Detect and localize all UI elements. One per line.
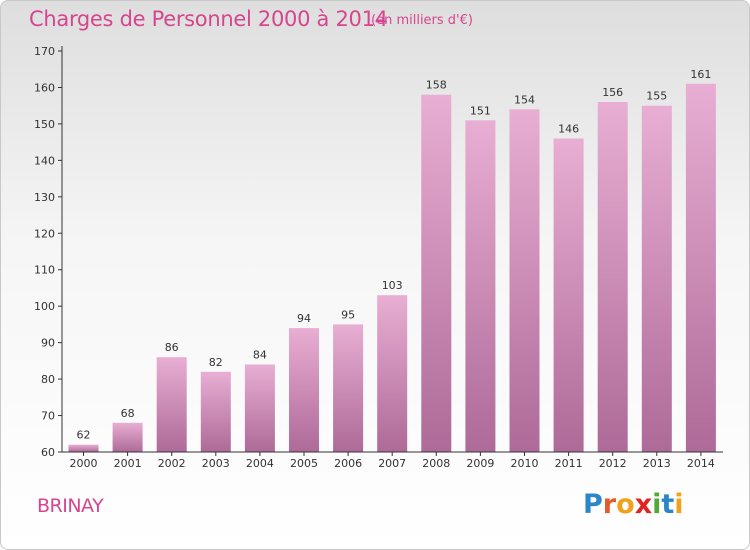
bar-2004 xyxy=(244,364,275,452)
y-tick-label-140: 140 xyxy=(34,154,55,167)
bar-2002 xyxy=(156,357,187,452)
bar-2008 xyxy=(421,94,452,452)
bar-2014 xyxy=(685,83,716,453)
logo-letter: o xyxy=(616,489,635,520)
y-tick-label-100: 100 xyxy=(34,300,55,313)
value-label-2007: 103 xyxy=(382,279,403,292)
x-tick-label-2008: 2008 xyxy=(422,457,450,470)
bar-2001 xyxy=(112,422,143,452)
x-tick-label-2007: 2007 xyxy=(378,457,406,470)
bar-2006 xyxy=(333,324,364,452)
proxiti-logo[interactable]: Proxiti xyxy=(583,489,684,520)
logo-letter: r xyxy=(602,489,617,520)
x-tick-label-2009: 2009 xyxy=(466,457,494,470)
value-label-2011: 146 xyxy=(558,123,579,136)
x-tick-label-2006: 2006 xyxy=(334,457,362,470)
value-label-2004: 84 xyxy=(253,349,267,362)
place-name: BRINAY xyxy=(37,495,104,517)
logo-letter: i xyxy=(652,489,662,520)
value-label-2002: 86 xyxy=(165,341,179,354)
y-tick-label-150: 150 xyxy=(34,118,55,131)
chart-subtitle: (en milliers d'€) xyxy=(371,13,473,28)
bar-2009 xyxy=(465,120,496,453)
y-tick-label-60: 60 xyxy=(41,446,55,459)
y-tick-label-90: 90 xyxy=(41,337,55,350)
value-label-2003: 82 xyxy=(209,356,223,369)
x-tick-label-2004: 2004 xyxy=(246,457,274,470)
y-tick-label-130: 130 xyxy=(34,191,55,204)
x-tick-label-2005: 2005 xyxy=(290,457,318,470)
logo-letter: t xyxy=(661,489,675,520)
value-label-2013: 155 xyxy=(646,90,667,103)
value-label-2009: 151 xyxy=(470,104,491,117)
value-label-2008: 158 xyxy=(426,79,447,92)
bars-layer: 62 68 86 82 84 94 95 103 158 151 154 146 156 155 161 xyxy=(68,68,716,453)
logo-letter: i xyxy=(674,489,684,520)
x-tick-label-2010: 2010 xyxy=(511,457,539,470)
value-label-2014: 161 xyxy=(690,68,711,81)
x-tick-label-2011: 2011 xyxy=(555,457,583,470)
y-tick-label-70: 70 xyxy=(41,410,55,423)
bar-2011 xyxy=(553,138,584,452)
y-tick-label-160: 160 xyxy=(34,81,55,94)
y-tick-label-80: 80 xyxy=(41,373,55,386)
chart-title: Charges de Personnel 2000 à 2014 xyxy=(29,7,388,31)
y-tick-label-170: 170 xyxy=(34,45,55,58)
x-tick-label-2002: 2002 xyxy=(158,457,186,470)
bar-2003 xyxy=(200,371,231,452)
bar-2012 xyxy=(597,102,628,452)
x-tick-label-2001: 2001 xyxy=(114,457,142,470)
bar-2005 xyxy=(289,328,319,452)
bar-2010 xyxy=(509,109,540,453)
x-tick-label-2013: 2013 xyxy=(643,457,671,470)
x-tick-label-2000: 2000 xyxy=(70,457,98,470)
value-label-2006: 95 xyxy=(341,308,355,321)
x-tick-label-2003: 2003 xyxy=(202,457,230,470)
bar-2007 xyxy=(377,295,408,452)
bar-2013 xyxy=(641,105,672,452)
value-label-2005: 94 xyxy=(297,312,311,325)
x-tick-label-2014: 2014 xyxy=(687,457,715,470)
axis-layer: 60 70 80 90 100 110 120 130 140 150 160 170 2000 2001… xyxy=(34,45,723,470)
value-label-2012: 156 xyxy=(602,86,623,99)
x-tick-label-2012: 2012 xyxy=(599,457,627,470)
value-label-2010: 154 xyxy=(514,93,535,106)
y-tick-label-120: 120 xyxy=(34,227,55,240)
y-tick-label-110: 110 xyxy=(34,264,55,277)
value-label-2000: 62 xyxy=(77,429,91,442)
bar-2000 xyxy=(68,444,99,452)
logo-letter: x xyxy=(634,489,653,520)
logo-letter: P xyxy=(583,489,603,520)
value-label-2001: 68 xyxy=(121,407,135,420)
